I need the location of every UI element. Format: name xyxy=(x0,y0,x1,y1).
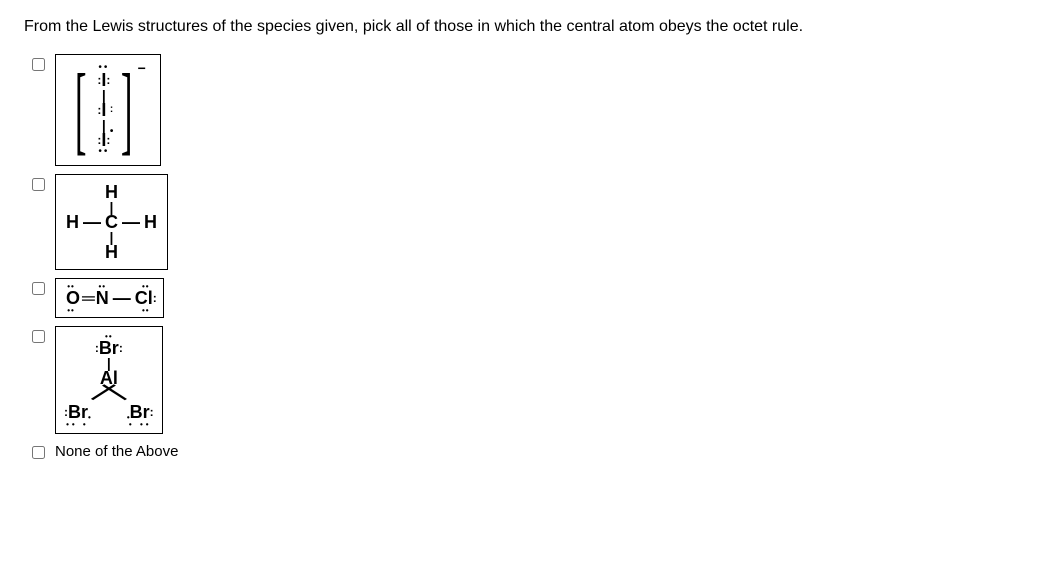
lone-pair-dots: •• xyxy=(98,149,109,155)
option-3-checkbox[interactable] xyxy=(32,282,45,295)
atom-bromine: Br xyxy=(68,403,88,421)
bond-diagonal: ╲ xyxy=(105,381,125,404)
option-row: [ •• :I: | :I: : | • :I: •• ] − xyxy=(32,54,1029,166)
option-row: •• :Br: | Al ╱ ╲ :Br• •• • •Br: • •• xyxy=(32,326,1029,434)
lone-pair-dots: • xyxy=(110,127,114,137)
none-of-above-label: None of the Above xyxy=(55,442,178,460)
left-bracket: [ xyxy=(75,59,87,159)
options-list: [ •• :I: | :I: : | • :I: •• ] − xyxy=(32,54,1029,460)
lone-pair-dots: • xyxy=(88,414,91,422)
lone-pair-dots: • xyxy=(127,414,130,422)
option-5-checkbox[interactable] xyxy=(32,446,45,459)
bond-horizontal: — xyxy=(118,213,144,231)
structure-nocl: •• :O •• ═ •• N •• — •• Cl: •• xyxy=(55,278,164,318)
structure-ch4: H | H — C — H | H xyxy=(55,174,168,270)
atom-bromine: Br xyxy=(130,403,150,421)
option-row: H | H — C — H | H xyxy=(32,174,1029,270)
structure-i3: [ •• :I: | :I: : | • :I: •• ] − xyxy=(55,54,161,166)
option-row: None of the Above xyxy=(32,442,1029,460)
atom-nitrogen: N xyxy=(96,289,109,307)
bond-single: — xyxy=(109,289,135,307)
lone-pair-dots: •• xyxy=(142,307,150,313)
lone-pair-dots: •• xyxy=(67,307,75,313)
atom-hydrogen: H xyxy=(105,243,118,261)
option-row: •• :O •• ═ •• N •• — •• Cl: •• xyxy=(32,278,1029,318)
option-2-checkbox[interactable] xyxy=(32,178,45,191)
lone-pair-dots: •• • xyxy=(66,421,89,427)
atom-hydrogen: H xyxy=(144,213,157,231)
charge-minus: − xyxy=(138,61,146,75)
lone-pair-dots: : xyxy=(119,342,123,354)
lone-pair-dots: : xyxy=(153,292,157,304)
lone-pair-dots: • •• xyxy=(129,421,152,427)
right-bracket: ] xyxy=(121,59,133,159)
bond-horizontal: — xyxy=(79,213,105,231)
atom-chlorine: Cl xyxy=(135,289,153,307)
lone-pair-dots: : xyxy=(110,105,113,115)
bond-double: ═ xyxy=(80,289,96,307)
lone-pair-dots: : xyxy=(106,74,110,86)
atom-oxygen: O xyxy=(66,289,80,307)
structure-albr3: •• :Br: | Al ╱ ╲ :Br• •• • •Br: • •• xyxy=(55,326,163,434)
option-1-checkbox[interactable] xyxy=(32,58,45,71)
atom-hydrogen: H xyxy=(66,213,79,231)
option-4-checkbox[interactable] xyxy=(32,330,45,343)
question-text: From the Lewis structures of the species… xyxy=(24,18,1029,36)
lone-pair-dots: : xyxy=(150,406,154,418)
